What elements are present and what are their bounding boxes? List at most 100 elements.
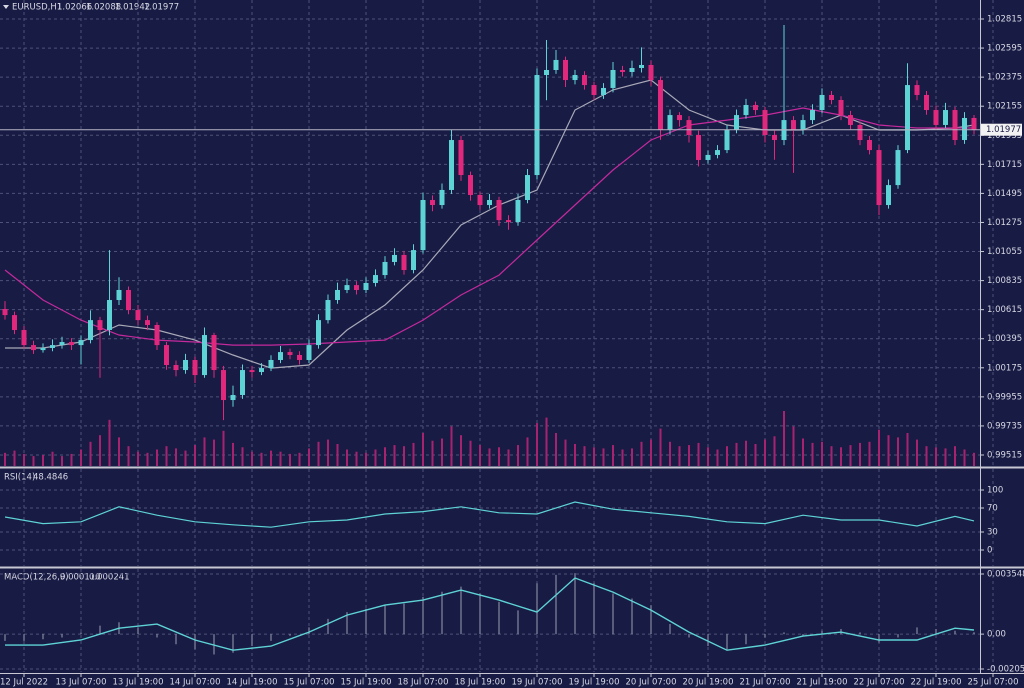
volume-bar — [925, 446, 928, 466]
candle-body — [534, 75, 540, 176]
candle-body — [354, 285, 359, 290]
candle-body — [401, 254, 407, 271]
candle-body — [154, 324, 160, 346]
candle-body — [743, 105, 749, 116]
y-tick-label: 30 — [987, 528, 998, 538]
candle-body — [857, 124, 863, 141]
volume-bar — [973, 452, 975, 466]
volume-bar — [726, 446, 728, 466]
candle-body — [667, 115, 673, 130]
x-tick-label: 14 Jul 07:00 — [170, 678, 221, 688]
y-tick-label: 1.01715 — [987, 160, 1022, 170]
volume-bar — [868, 441, 871, 466]
candle-body — [449, 140, 454, 190]
x-tick-label: 21 Jul 19:00 — [797, 678, 848, 688]
y-tick-label: 0.99515 — [987, 451, 1022, 461]
candle-body — [772, 135, 777, 141]
volume-bar — [241, 447, 244, 466]
volume-bar — [935, 447, 937, 466]
candle-body — [848, 115, 853, 125]
volume-bar — [536, 423, 538, 466]
candle-body — [297, 354, 302, 361]
mark-layer — [2, 24, 977, 655]
volume-bar — [384, 447, 386, 466]
candle-body — [40, 347, 46, 351]
candle-body — [610, 69, 616, 88]
volume-bar — [127, 446, 130, 466]
candle-body — [506, 220, 511, 223]
y-tick-label: 0.00 — [987, 630, 1006, 640]
ohlc-high: 1.02088 — [86, 3, 121, 13]
x-tick-label: 13 Jul 19:00 — [113, 678, 164, 688]
candle-body — [724, 129, 730, 151]
volume-bar — [792, 426, 795, 466]
ohlc-low: 1.01942 — [115, 3, 150, 13]
x-tick-label: 18 Jul 07:00 — [398, 678, 449, 688]
candle-body — [819, 94, 825, 111]
volume-bar — [821, 441, 823, 466]
volume-bar — [251, 451, 253, 466]
volume-bar — [51, 451, 54, 466]
volume-bar — [507, 449, 510, 466]
candle-body — [344, 285, 350, 290]
volume-bar — [640, 441, 643, 466]
current-price-label: 1.01977 — [986, 125, 1021, 135]
candle-body — [838, 99, 844, 116]
volume-bar — [232, 442, 234, 466]
volume-bar — [650, 439, 652, 466]
ohlc-close: 1.01977 — [144, 3, 179, 13]
candle-body — [458, 140, 464, 176]
volume-bar — [441, 438, 443, 466]
volume-bar — [279, 451, 282, 466]
volume-bar — [260, 452, 263, 466]
candle-body — [259, 368, 264, 373]
volume-bar — [564, 439, 567, 466]
candle-body — [601, 87, 606, 95]
candle-body — [810, 110, 815, 121]
candle-body — [952, 110, 958, 141]
volume-bar — [517, 445, 519, 466]
candle-body — [126, 289, 131, 311]
volume-bar — [678, 446, 681, 466]
volume-bar — [811, 442, 814, 466]
volume-bar — [165, 446, 168, 466]
y-tick-label: 1.01055 — [987, 247, 1022, 257]
x-tick-label: 14 Jul 19:00 — [227, 678, 278, 688]
candle-body — [943, 110, 948, 125]
volume-bar — [146, 452, 149, 466]
grid-layer — [0, 0, 994, 672]
candle-body — [553, 59, 559, 70]
volume-bar — [175, 448, 177, 466]
candle-body — [50, 345, 55, 348]
menu-arrow-icon[interactable] — [3, 5, 9, 9]
macd-signal-line — [5, 577, 975, 651]
candle-body — [658, 80, 663, 130]
volume-bar — [289, 453, 291, 466]
volume-bar — [707, 447, 709, 466]
volume-bar — [555, 433, 557, 466]
volume-bar — [42, 455, 44, 466]
y-tick-label: -0.002059 — [987, 665, 1024, 675]
x-tick-label: 20 Jul 07:00 — [626, 678, 677, 688]
x-tick-label: 21 Jul 07:00 — [740, 678, 791, 688]
candle-body — [971, 117, 977, 130]
candle-body — [639, 64, 644, 69]
volume-bar — [574, 444, 576, 466]
volume-bar — [697, 442, 700, 466]
volume-bar — [32, 456, 35, 466]
candle-body — [800, 120, 806, 130]
volume-bar — [70, 453, 73, 466]
volume-bar — [783, 411, 785, 466]
volume-bar — [631, 448, 633, 466]
candle-body — [477, 194, 483, 206]
candle-body — [31, 345, 36, 351]
candle-body — [591, 85, 597, 95]
volume-bar — [222, 430, 225, 466]
candle-body — [648, 64, 654, 81]
volume-bar — [954, 446, 956, 466]
candle-body — [715, 150, 720, 155]
volume-bar — [270, 450, 272, 466]
candle-body — [686, 120, 692, 136]
candle-body — [629, 68, 635, 72]
